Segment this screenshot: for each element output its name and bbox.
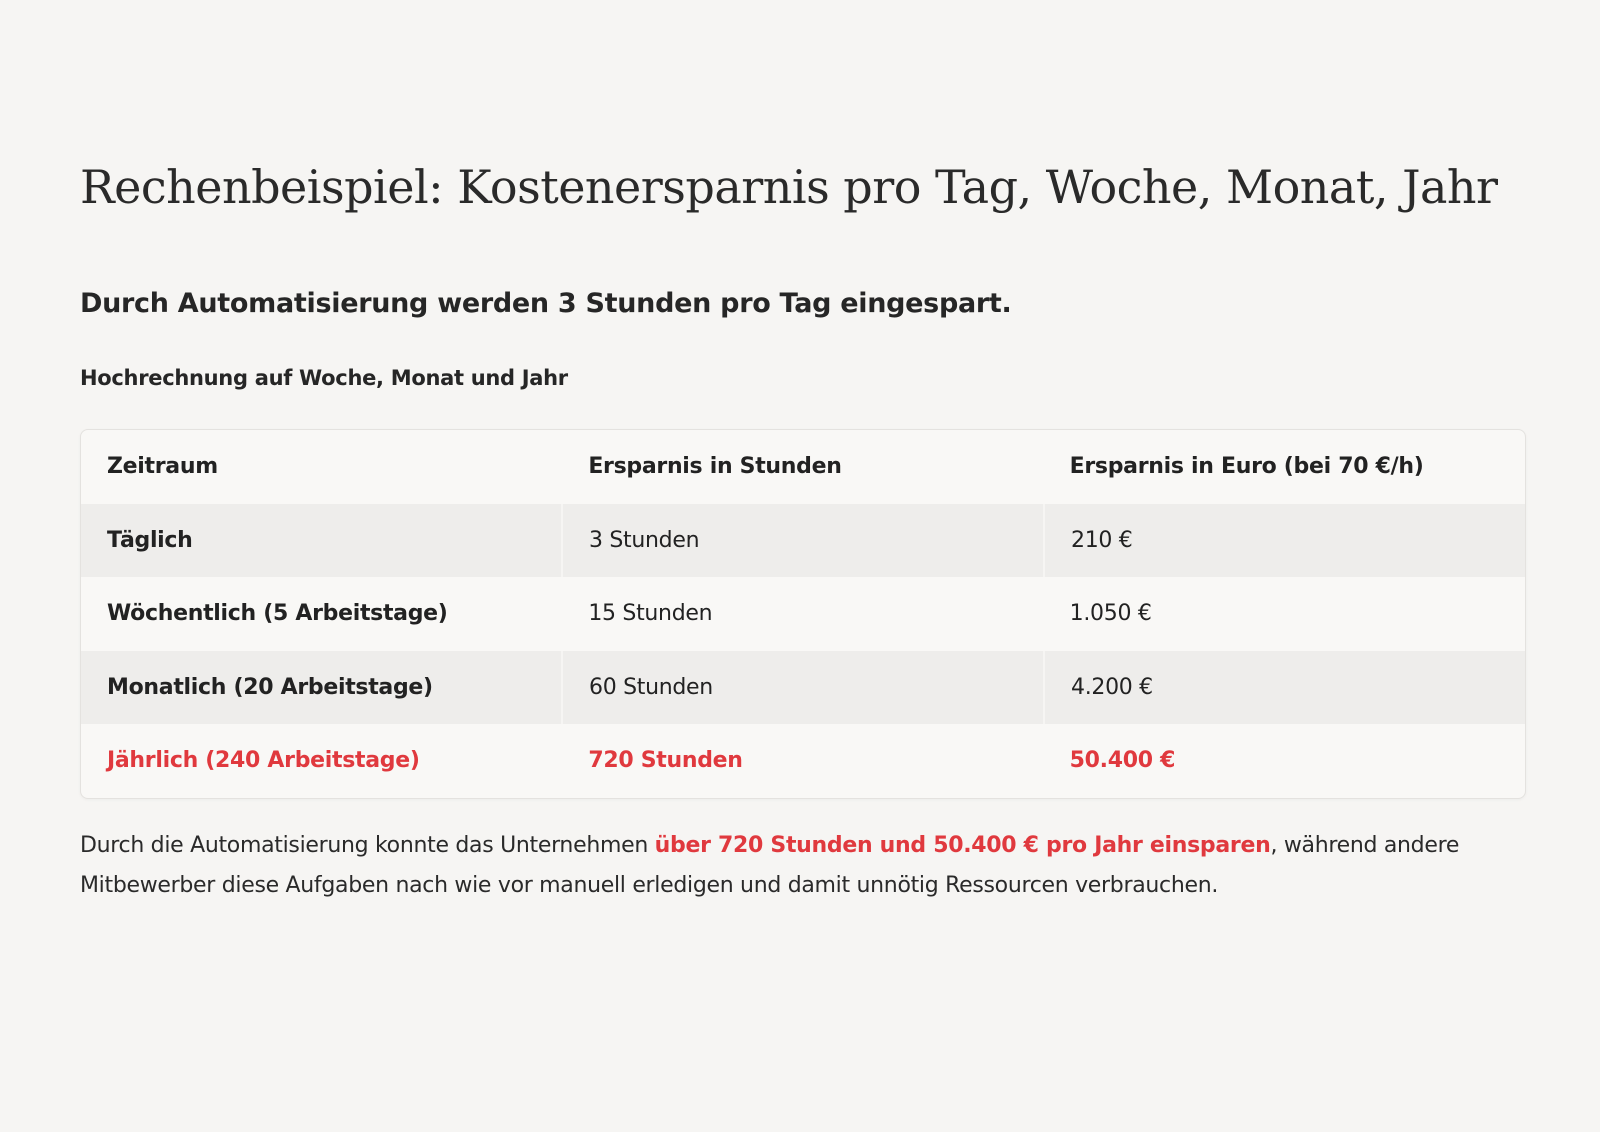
table-cell: 210 € bbox=[1043, 503, 1525, 577]
table-row-highlighted: Jährlich (240 Arbeitstage) 720 Stunden 5… bbox=[81, 724, 1525, 798]
table-cell: 4.200 € bbox=[1043, 650, 1525, 724]
table-row: Wöchentlich (5 Arbeitstage) 15 Stunden 1… bbox=[81, 577, 1525, 651]
table-cell: 60 Stunden bbox=[561, 650, 1043, 724]
table-cell: 1.050 € bbox=[1069, 601, 1152, 627]
table-header-row: Zeitraum Ersparnis in Stunden Ersparnis … bbox=[81, 430, 1525, 504]
table-cell: Monatlich (20 Arbeitstage) bbox=[107, 674, 433, 700]
column-header: Zeitraum bbox=[107, 454, 218, 480]
table-cell: 3 Stunden bbox=[561, 503, 1043, 577]
summary-highlight: über 720 Stunden und 50.400 € pro Jahr e… bbox=[654, 833, 1271, 858]
table-row: Täglich 3 Stunden 210 € bbox=[81, 503, 1525, 577]
summary-text: Durch die Automatisierung konnte das Unt… bbox=[80, 833, 655, 858]
table-cell: Täglich bbox=[107, 527, 193, 553]
table-cell: 15 Stunden bbox=[588, 601, 713, 627]
savings-table: Zeitraum Ersparnis in Stunden Ersparnis … bbox=[80, 429, 1526, 799]
table-cell: 50.400 € bbox=[1069, 748, 1176, 774]
summary-paragraph: Durch die Automatisierung konnte das Unt… bbox=[80, 826, 1520, 906]
summary-text: , während andere Mitbewerber diese Aufga… bbox=[80, 833, 1460, 898]
table-cell: 720 Stunden bbox=[588, 748, 743, 774]
table-row: Monatlich (20 Arbeitstage) 60 Stunden 4.… bbox=[81, 650, 1525, 724]
subtitle: Durch Automatisierung werden 3 Stunden p… bbox=[80, 288, 1012, 319]
section-heading: Hochrechnung auf Woche, Monat und Jahr bbox=[80, 366, 568, 390]
column-header: Ersparnis in Euro (bei 70 €/h) bbox=[1069, 454, 1424, 480]
table-cell: Wöchentlich (5 Arbeitstage) bbox=[107, 601, 448, 627]
column-header: Ersparnis in Stunden bbox=[588, 454, 842, 480]
page-title: Rechenbeispiel: Kostenersparnis pro Tag,… bbox=[80, 160, 1498, 214]
table-cell: Jährlich (240 Arbeitstage) bbox=[107, 748, 420, 774]
